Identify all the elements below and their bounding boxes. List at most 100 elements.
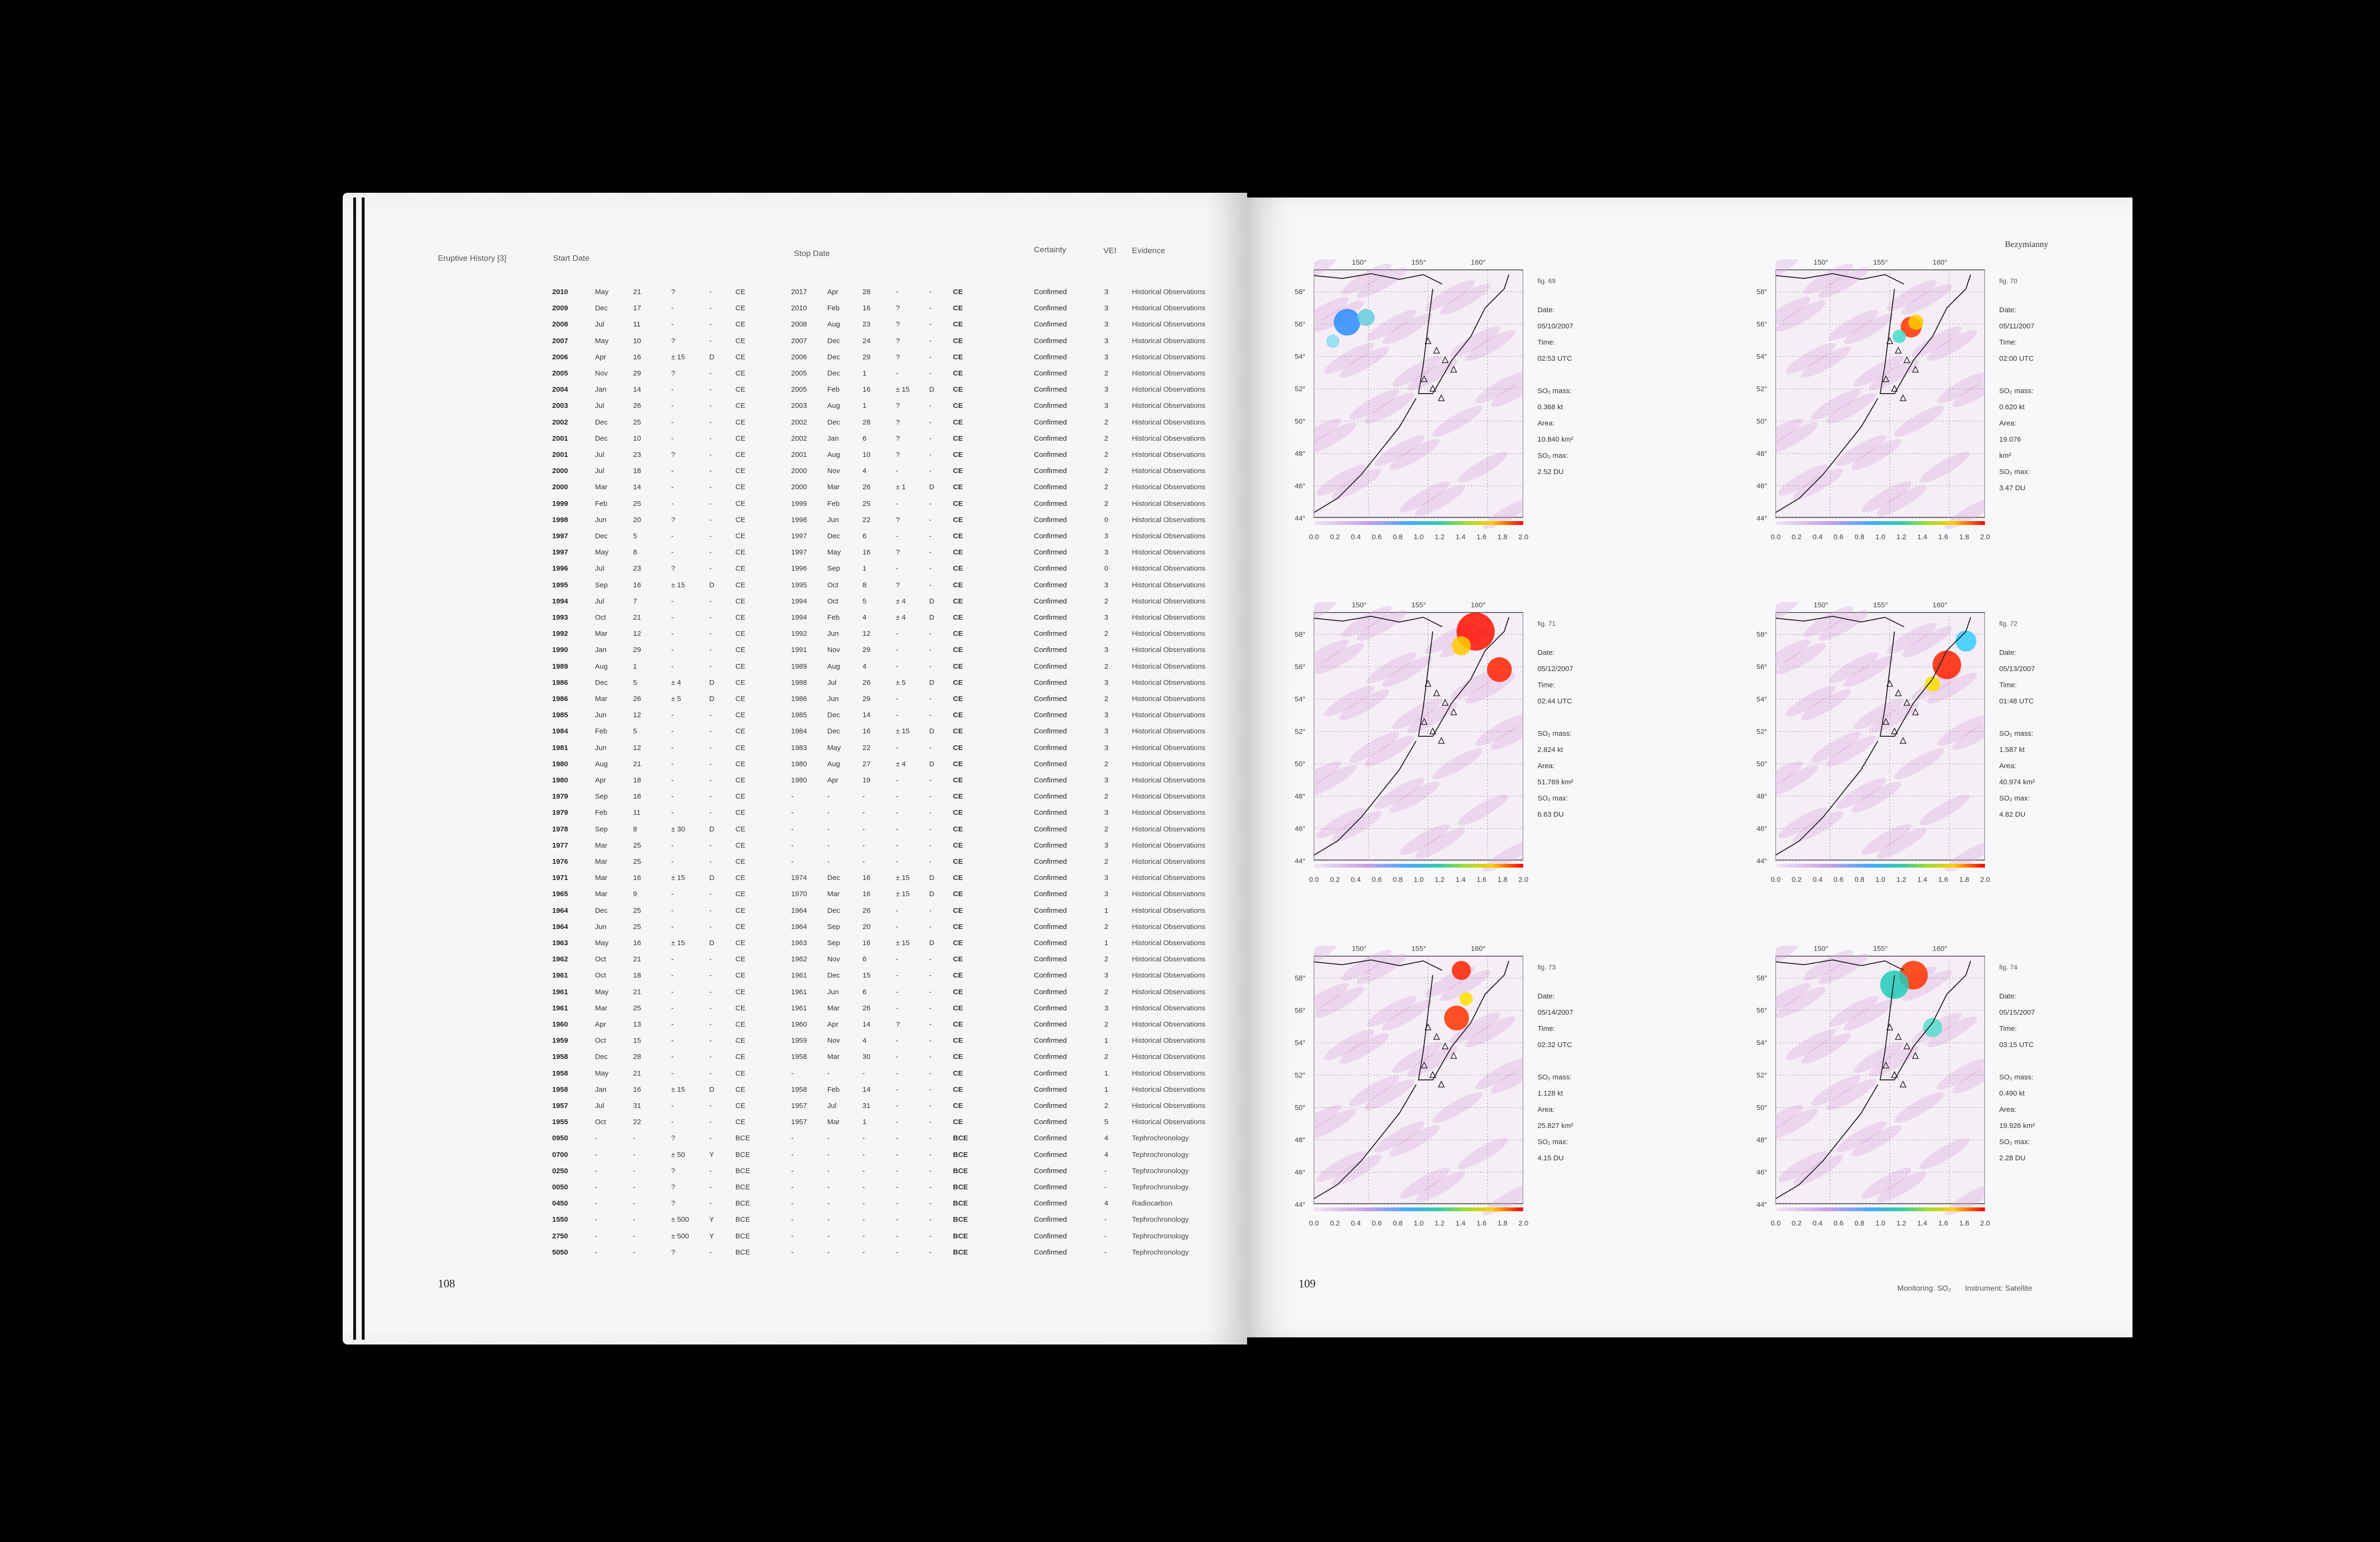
so2-map-plot — [1775, 259, 1985, 529]
table-cell: CE — [735, 678, 745, 687]
table-cell: - — [863, 1248, 865, 1256]
book-spread: Eruptive History [3] Start Date Stop Dat… — [343, 193, 2132, 1344]
figure-area: Area: 25.827 km² — [1537, 1106, 1574, 1130]
table-cell: Confirmed — [1034, 1118, 1067, 1127]
table-cell: CE — [735, 988, 745, 996]
background-haze — [1407, 1046, 1458, 1077]
table-cell: 5 — [1104, 1118, 1109, 1127]
table-cell: Dec — [595, 434, 608, 443]
table-cell: 8 — [633, 825, 637, 833]
table-cell: 25 — [633, 418, 641, 426]
table-cell: CE — [953, 515, 963, 524]
table-cell: - — [896, 1004, 898, 1012]
table-cell: 2005 — [791, 369, 807, 377]
table-cell: Mar — [827, 1118, 840, 1127]
table-cell: D — [929, 939, 934, 947]
background-haze — [1392, 698, 1442, 730]
background-haze — [1826, 393, 1876, 424]
volcano-marker — [1891, 385, 1898, 392]
volcano-marker — [1886, 1023, 1894, 1030]
table-cell: - — [896, 1248, 898, 1256]
background-haze — [1490, 1062, 1523, 1094]
table-cell: 1 — [1104, 1037, 1109, 1045]
background-haze — [1364, 735, 1415, 767]
colorbar-tick-label: 1.0 — [1875, 533, 1885, 541]
table-cell: Confirmed — [1034, 858, 1067, 866]
table-cell: 16 — [863, 386, 871, 394]
background-haze — [1415, 1171, 1465, 1203]
colorbar-tick-label: 0.6 — [1834, 533, 1844, 541]
table-cell: Nov — [827, 1037, 840, 1045]
so2-plume — [1487, 657, 1512, 682]
table-cell: - — [863, 1232, 865, 1240]
table-cell: 21 — [633, 988, 641, 996]
table-cell: CE — [735, 532, 745, 540]
table-cell: - — [671, 662, 674, 671]
figure-date: Date: 05/15/2007 — [1999, 992, 2035, 1017]
latitude-label: 58° — [1295, 974, 1306, 982]
table-cell: Confirmed — [1034, 515, 1067, 524]
table-cell: 4 — [1104, 1150, 1109, 1159]
table-cell: - — [929, 1053, 932, 1061]
table-cell: Tephrochronology — [1132, 1248, 1189, 1256]
table-cell: 16 — [633, 874, 641, 882]
table-cell: - — [709, 1037, 712, 1045]
table-cell: Confirmed — [1034, 1248, 1067, 1256]
table-cell: 1997 — [791, 548, 807, 557]
table-cell: 2 — [1104, 499, 1109, 508]
table-cell: - — [671, 499, 674, 508]
table-cell: ? — [671, 369, 675, 377]
table-cell: CE — [735, 1037, 745, 1045]
figure-time: Time: 02:00 UTC — [1999, 338, 2034, 363]
table-cell: 2 — [1104, 695, 1109, 703]
table-cell: ± 15 — [671, 353, 685, 361]
longitude-label: 160° — [1933, 945, 1948, 953]
table-cell: ± 50 — [671, 1150, 685, 1159]
colorbar-tick-label: 1.8 — [1959, 1219, 1969, 1227]
so2-plume — [1444, 1006, 1469, 1030]
table-cell: - — [671, 711, 674, 720]
table-cell: CE — [953, 418, 963, 426]
background-haze — [1314, 643, 1364, 674]
background-haze — [1801, 689, 1851, 721]
table-cell: - — [791, 809, 793, 817]
table-cell: 17 — [633, 304, 641, 313]
background-haze — [1803, 263, 1854, 295]
table-cell: - — [595, 1216, 597, 1224]
so2-map-plot — [1314, 946, 1523, 1216]
table-cell: - — [671, 467, 674, 475]
colorbar-tick-label: 0.0 — [1309, 1219, 1319, 1227]
table-cell: Historical Observations — [1132, 841, 1206, 850]
colorbar-tick-label: 0.2 — [1792, 1219, 1802, 1227]
table-cell: 16 — [863, 890, 871, 899]
table-cell: ? — [896, 581, 900, 589]
table-cell: 3 — [1104, 841, 1109, 850]
table-cell: Confirmed — [1034, 841, 1067, 850]
volcano-marker — [1438, 1080, 1445, 1087]
table-cell: CE — [953, 581, 963, 589]
background-haze — [1314, 1105, 1341, 1136]
background-haze — [1324, 1029, 1374, 1060]
table-cell: ? — [671, 564, 675, 573]
background-haze — [1392, 1042, 1442, 1073]
table-cell: Radiocarbon — [1132, 1199, 1173, 1208]
background-haze — [1785, 1029, 1836, 1060]
table-cell: CE — [953, 890, 963, 899]
table-cell: 25 — [633, 1004, 641, 1012]
table-cell: 3 — [1104, 776, 1109, 784]
table-cell: 2 — [1104, 369, 1109, 377]
table-cell: 16 — [863, 727, 871, 736]
table-cell: 1 — [863, 564, 867, 573]
table-cell: Confirmed — [1034, 434, 1067, 443]
table-cell: ? — [896, 1020, 900, 1028]
table-cell: 1 — [1104, 906, 1109, 915]
background-haze — [1775, 602, 1801, 628]
figure-area: Area: 51.769 km² — [1537, 762, 1574, 786]
volcano-marker — [1429, 1071, 1437, 1078]
colorbar-tick-label: 0.4 — [1813, 533, 1823, 541]
table-cell: Apr — [595, 1020, 606, 1028]
table-cell: Jun — [595, 922, 607, 931]
table-cell: - — [929, 1232, 932, 1240]
background-haze — [1775, 765, 1818, 796]
table-cell: 3 — [1104, 743, 1109, 752]
